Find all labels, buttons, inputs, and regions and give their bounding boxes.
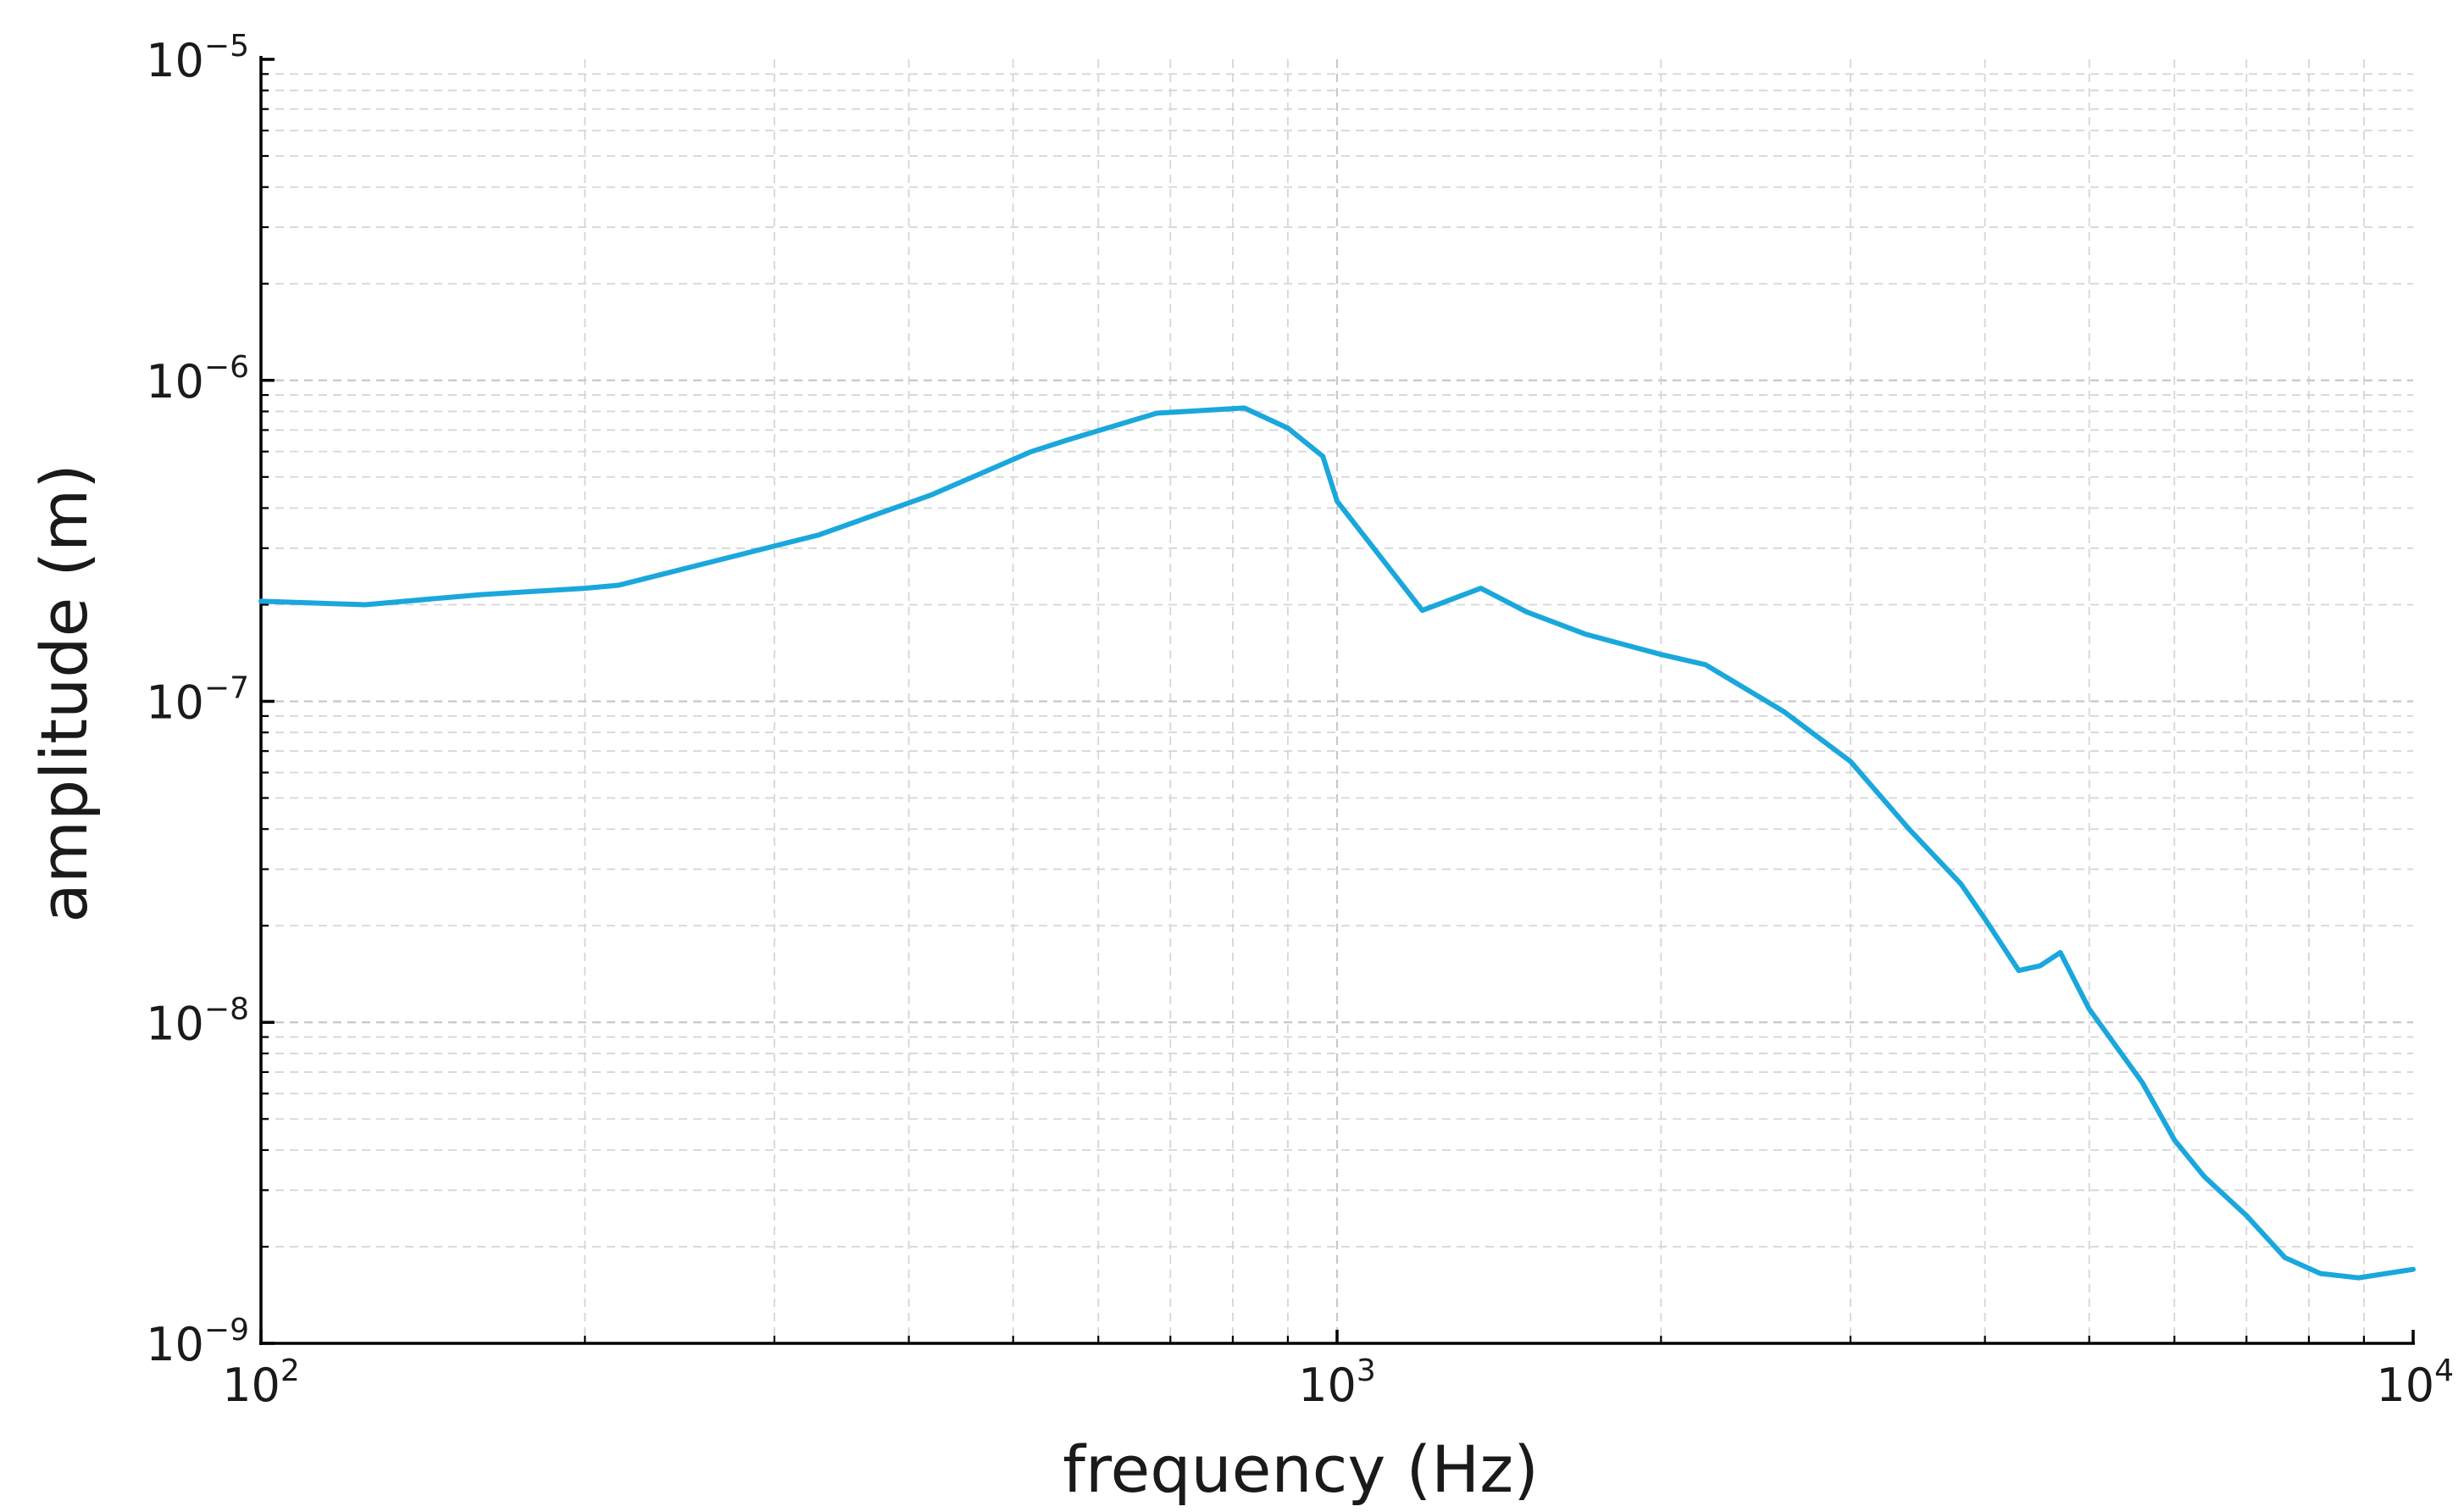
series-line xyxy=(258,405,2416,1281)
y-tick-label: 10−8 xyxy=(146,992,249,1050)
x-tick-label: 102 xyxy=(222,1354,300,1412)
x-tick-label: 103 xyxy=(1298,1354,1376,1412)
axes xyxy=(259,56,2415,1345)
tick-labels: 102 103 104 10−9 10−8 10−7 10−6 10−5 xyxy=(146,29,2454,1412)
y-tick-label: 10−5 xyxy=(146,29,249,87)
y-axis-label: amplitude (m) xyxy=(26,464,102,923)
x-tick-label: 104 xyxy=(2376,1354,2454,1412)
grid xyxy=(261,59,2413,1343)
y-tick-label: 10−7 xyxy=(146,671,249,730)
data-series xyxy=(258,405,2416,1281)
y-tick-label: 10−6 xyxy=(146,350,249,409)
x-axis-label: frequency (Hz) xyxy=(1063,1431,1539,1507)
y-tick-label: 10−9 xyxy=(146,1313,249,1371)
